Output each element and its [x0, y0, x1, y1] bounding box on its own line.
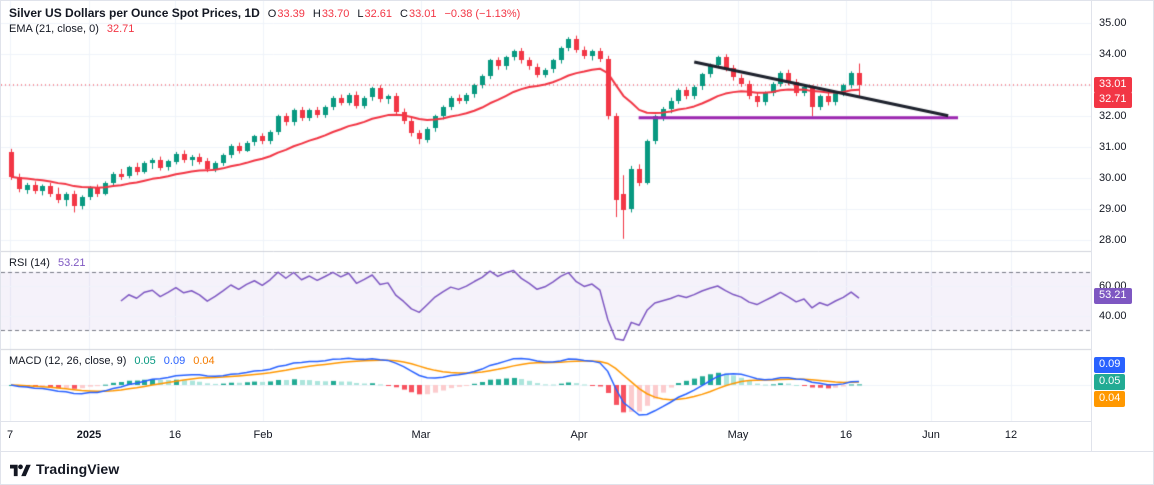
- macd-value-badge: 0.04: [1094, 391, 1126, 407]
- chart-canvas[interactable]: [1, 1, 1153, 451]
- macd-signal-value: 0.04: [193, 355, 215, 367]
- time-axis-label: 2025: [76, 429, 102, 441]
- time-axis-label: May: [727, 429, 749, 441]
- rsi-pane-legend: RSI (14) 53.21: [9, 257, 86, 269]
- last-price-badge: 33.01: [1094, 77, 1132, 93]
- price-axis-label: 35.00: [1099, 17, 1127, 29]
- time-axis-label: Jun: [922, 429, 940, 441]
- time-axis-label: Feb: [253, 429, 273, 441]
- main-pane-legend: Silver US Dollars per Ounce Spot Prices,…: [9, 6, 520, 35]
- price-change: −0.38 (−1.13%): [444, 8, 521, 20]
- price-axis-label: 29.00: [1099, 203, 1127, 215]
- macd-pane-legend: MACD (12, 26, close, 9) 0.05 0.09 0.04: [9, 355, 215, 367]
- price-axis-label: 31.00: [1099, 141, 1127, 153]
- price-axis-label: 34.00: [1099, 48, 1127, 60]
- time-axis[interactable]: 7 2025 16 Feb Mar Apr May 16 Jun 12: [1, 421, 1091, 451]
- time-axis-label: 7: [6, 429, 14, 441]
- ohlc-close: C33.01: [400, 8, 437, 20]
- price-axis-label: 28.00: [1099, 234, 1127, 246]
- time-axis-label: Mar: [411, 429, 431, 441]
- macd-line-value: 0.09: [163, 355, 186, 367]
- ema-indicator-label[interactable]: EMA (21, close, 0): [9, 23, 99, 35]
- time-axis-label: 12: [1004, 429, 1018, 441]
- rsi-axis-label: 40.00: [1099, 310, 1127, 322]
- ohlc-high: H33.70: [312, 8, 350, 20]
- macd-value-badge: 0.09: [1094, 357, 1126, 373]
- macd-value-badge: 0.05: [1094, 374, 1126, 390]
- price-axis-label: 30.00: [1099, 172, 1127, 184]
- ohlc-low: L32.61: [357, 8, 392, 20]
- price-axis-label: 32.00: [1099, 110, 1127, 122]
- rsi-indicator-label[interactable]: RSI (14): [9, 257, 50, 269]
- tradingview-logo-icon: [10, 463, 31, 476]
- macd-histogram-value: 0.05: [134, 355, 156, 367]
- bottom-bar: TradingView: [1, 451, 1153, 484]
- ema-value: 32.71: [106, 23, 135, 35]
- time-axis-label: Apr: [570, 429, 588, 441]
- rsi-value-badge: 53.21: [1094, 288, 1132, 304]
- tradingview-wordmark: TradingView: [36, 461, 120, 477]
- ema-value-badge: 32.71: [1094, 92, 1132, 108]
- price-axis[interactable]: 35.00 34.00 32.00 31.00 30.00 29.00 28.00 33.01…: [1091, 1, 1153, 451]
- rsi-value: 53.21: [57, 257, 86, 269]
- ohlc-open: O33.39: [267, 8, 305, 20]
- symbol-title[interactable]: Silver US Dollars per Ounce Spot Prices,…: [9, 6, 260, 20]
- time-axis-label: 16: [168, 429, 182, 441]
- tradingview-logo[interactable]: TradingView: [10, 461, 119, 477]
- time-axis-label: 16: [839, 429, 853, 441]
- macd-indicator-label[interactable]: MACD (12, 26, close, 9): [9, 355, 127, 367]
